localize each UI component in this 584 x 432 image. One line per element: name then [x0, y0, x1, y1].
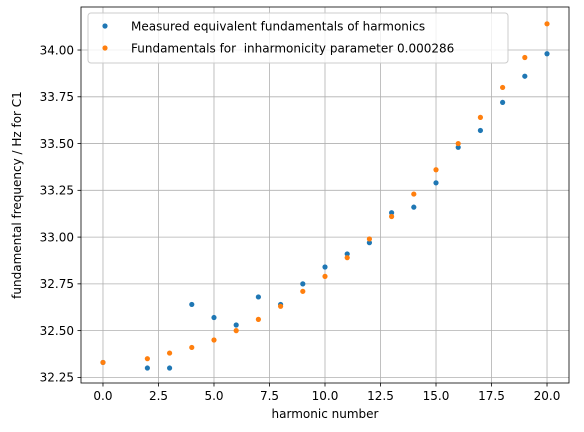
legend-marker-inharmonicity	[102, 45, 108, 51]
data-point	[189, 301, 195, 308]
data-point	[255, 294, 261, 300]
data-point	[211, 337, 217, 343]
x-tick-label: 10.0	[312, 389, 339, 403]
x-axis-label: harmonic number	[272, 407, 379, 421]
data-point	[455, 144, 461, 150]
x-tick-label: 2.5	[149, 389, 168, 403]
legend-marker-measured	[102, 23, 108, 29]
data-point	[389, 213, 395, 220]
data-point	[389, 210, 395, 216]
data-point	[144, 356, 150, 362]
y-tick-label: 33.25	[40, 184, 74, 198]
legend-entry-inharmonicity: Fundamentals for inharmonicity parameter…	[131, 42, 454, 56]
x-axis-ticks: 0.0 2.5 5.0 7.5 10.0 12.5 15.0 17.5 20.0	[93, 383, 560, 403]
data-point	[477, 127, 484, 134]
data-point	[433, 167, 439, 173]
data-point	[500, 84, 506, 91]
data-point	[166, 365, 173, 371]
data-point	[366, 240, 373, 246]
data-point	[544, 21, 550, 27]
data-point	[322, 273, 328, 279]
data-point	[211, 314, 217, 321]
data-point	[166, 350, 173, 356]
y-tick-label: 34.00	[40, 43, 74, 57]
data-points	[100, 21, 550, 371]
series-inharmonicity	[100, 21, 550, 366]
data-point	[433, 180, 439, 186]
x-tick-label: 5.0	[204, 389, 223, 403]
data-point	[366, 236, 373, 242]
y-tick-label: 32.50	[40, 324, 74, 338]
legend-box	[87, 12, 509, 64]
data-point	[477, 114, 484, 120]
y-tick-label: 33.75	[40, 90, 74, 104]
data-point	[233, 328, 239, 334]
x-tick-label: 7.5	[260, 389, 279, 403]
data-point	[344, 255, 350, 261]
data-point	[411, 191, 417, 197]
legend-entry-measured: Measured equivalent fundamentals of harm…	[131, 20, 425, 34]
y-axis-ticks: 32.25 32.50 32.75 33.00 33.25 33.50 33.75 34.00	[40, 43, 81, 385]
x-tick-label: 15.0	[423, 389, 450, 403]
data-point	[322, 264, 328, 270]
x-tick-label: 17.5	[478, 389, 505, 403]
data-point	[300, 288, 306, 294]
data-point	[233, 322, 239, 328]
y-tick-label: 33.00	[40, 230, 74, 244]
data-point	[455, 140, 461, 147]
data-point	[522, 54, 528, 61]
y-tick-label: 32.25	[40, 371, 74, 385]
y-tick-label: 32.75	[40, 277, 74, 291]
x-tick-label: 20.0	[534, 389, 561, 403]
data-point	[522, 73, 528, 79]
legend: Measured equivalent fundamentals of harm…	[87, 12, 509, 64]
data-point	[189, 344, 195, 351]
data-point	[144, 365, 150, 371]
data-point	[277, 303, 284, 309]
data-point	[300, 281, 306, 287]
data-point	[500, 99, 506, 106]
y-axis-label: fundamental frequency / Hz for C1	[10, 91, 24, 299]
data-point	[411, 204, 417, 210]
data-point	[544, 51, 550, 57]
data-point	[344, 251, 350, 257]
data-point	[100, 359, 106, 366]
x-tick-label: 0.0	[93, 389, 112, 403]
data-point	[255, 316, 261, 322]
y-tick-label: 33.50	[40, 137, 74, 151]
x-tick-label: 12.5	[367, 389, 394, 403]
